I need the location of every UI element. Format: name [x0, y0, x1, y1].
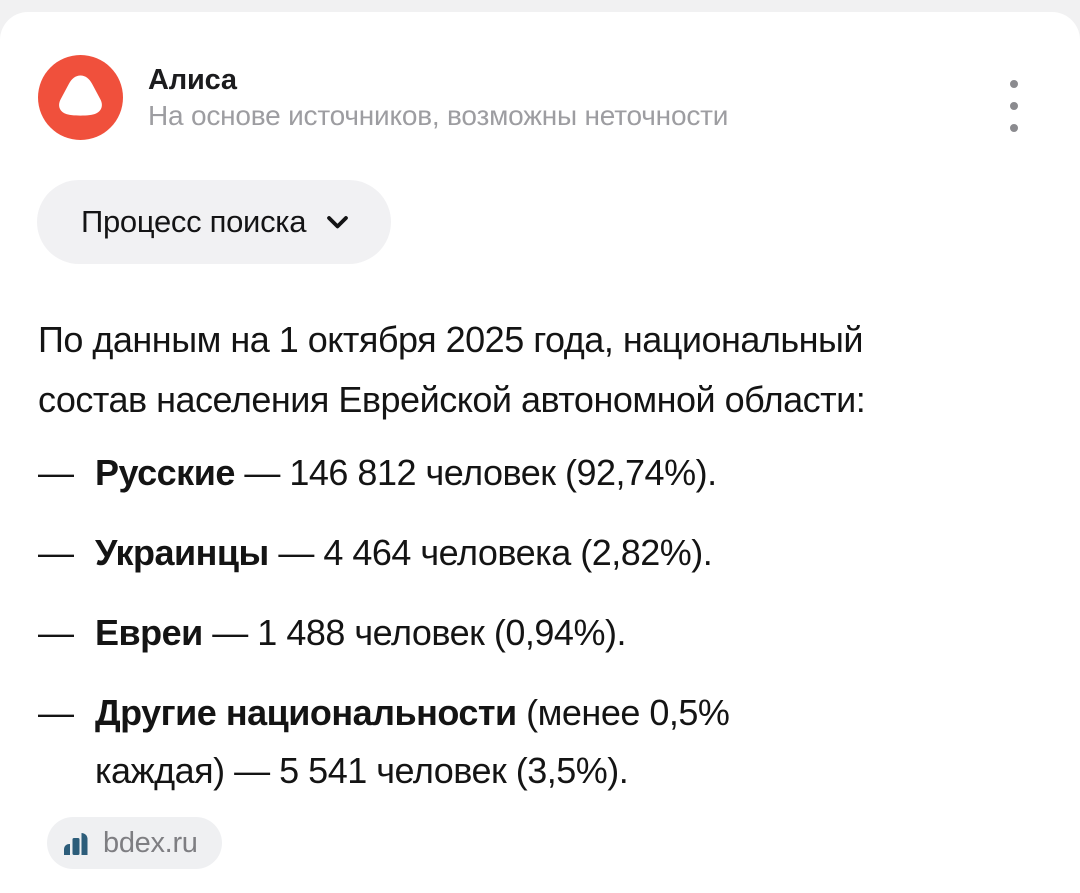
alice-logo-icon [38, 55, 123, 140]
nationality-name: Русские [95, 452, 235, 493]
nationality-value: (менее 0,5% [516, 692, 730, 733]
nationality-name: Другие национальности [95, 692, 517, 733]
nationality-name: Украинцы [95, 532, 269, 573]
assistant-disclaimer: На основе источников, возможны неточност… [148, 99, 729, 131]
source-label: bdex.ru [103, 826, 198, 859]
search-process-button[interactable]: Процесс поиска [37, 180, 392, 264]
list-item-dash: — [38, 452, 74, 493]
answer-intro-line: состав населения Еврейской автономной об… [38, 379, 866, 420]
nationality-value: — 4 464 человека (2,82%). [268, 532, 713, 573]
kebab-menu-icon[interactable] [994, 76, 1034, 136]
kebab-dot [1010, 124, 1018, 132]
answer-list: — Русские — 146 812 человек (92,74%). — … [38, 444, 1050, 822]
list-item-line: Другие национальности (менее 0,5% [95, 684, 730, 742]
nationality-value: — 146 812 человек (92,74%). [234, 452, 717, 493]
assistant-header: Алиса На основе источников, возможны нет… [38, 55, 728, 140]
search-process-label: Процесс поиска [81, 204, 307, 239]
list-item: — Другие национальности (менее 0,5% кажд… [38, 684, 1050, 800]
kebab-dot [1010, 80, 1018, 88]
list-item-text: Русские — 146 812 человек (92,74%). [95, 444, 717, 502]
list-item: — Украинцы — 4 464 человека (2,82%). [38, 524, 1050, 582]
assistant-header-text: Алиса На основе источников, возможны нет… [148, 62, 728, 134]
list-item: — Евреи — 1 488 человек (0,94%). [38, 604, 1050, 662]
list-item-line: каждая) — 5 541 человек (3,5%). [95, 750, 629, 791]
answer-intro-line: По данным на 1 октября 2025 года, национ… [38, 319, 864, 360]
chevron-down-icon [327, 215, 349, 228]
list-item-text: Евреи — 1 488 человек (0,94%). [95, 604, 626, 662]
bar-chart-favicon-icon [64, 833, 88, 855]
list-item-text: Украинцы — 4 464 человека (2,82%). [95, 524, 713, 582]
list-item-dash: — [38, 692, 74, 733]
list-item: — Русские — 146 812 человек (92,74%). [38, 444, 1050, 502]
assistant-title: Алиса [148, 63, 237, 96]
nationality-value: — 1 488 человек (0,94%). [202, 612, 626, 653]
answer-intro: По данным на 1 октября 2025 года, национ… [38, 310, 1050, 430]
kebab-dot [1010, 102, 1018, 110]
nationality-name: Евреи [95, 612, 203, 653]
source-link-bdex[interactable]: bdex.ru [47, 817, 222, 869]
list-item-text: Другие национальности (менее 0,5% каждая… [95, 684, 730, 800]
list-item-dash: — [38, 612, 74, 653]
list-item-dash: — [38, 532, 74, 573]
answer-card: Алиса На основе источников, возможны нет… [0, 12, 1080, 893]
